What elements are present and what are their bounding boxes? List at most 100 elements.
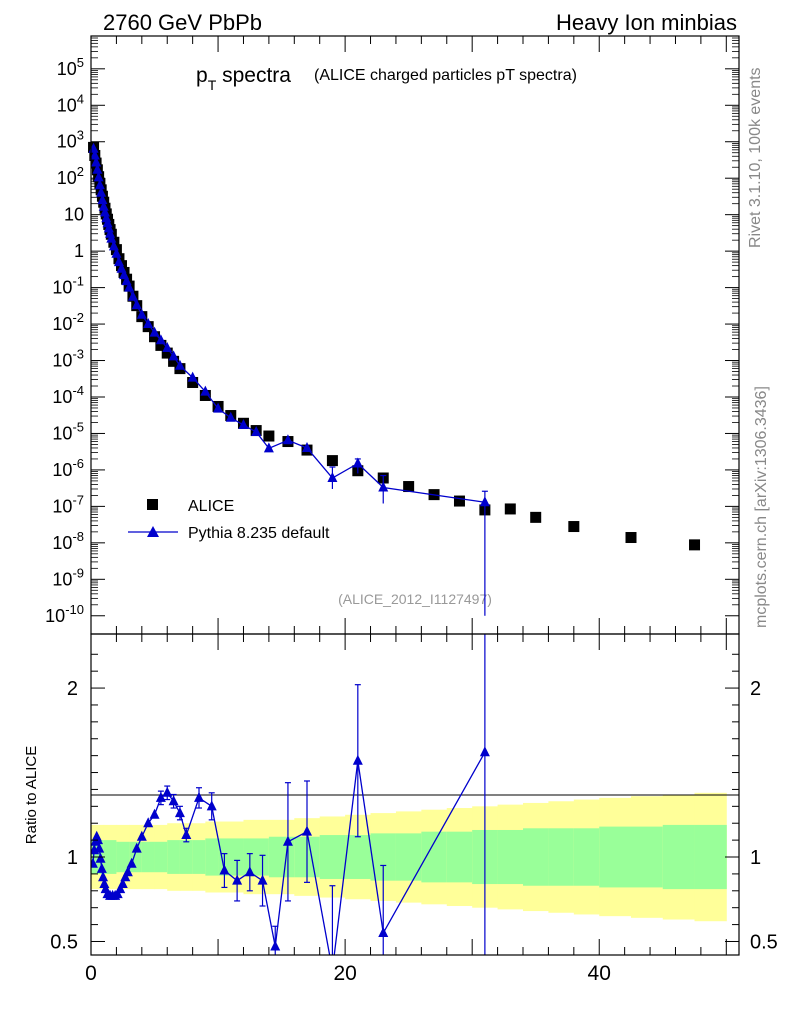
- ratio-band-inner: [319, 835, 346, 879]
- ratio-band-inner: [497, 829, 524, 885]
- header-right: Heavy Ion minbias: [556, 10, 737, 35]
- ratio-pythia-point: [91, 857, 98, 868]
- title-main2: spectra: [216, 64, 291, 87]
- ratio-band-inner: [116, 841, 130, 873]
- top-y-tick-label: 10-9: [52, 565, 84, 589]
- top-y-tick-label: 10-6: [52, 456, 84, 480]
- top-y-tick-label: 10: [64, 205, 84, 225]
- ratio-pythia-point: [126, 857, 137, 868]
- ratio-pythia-point: [168, 795, 179, 806]
- ratio-band-inner: [192, 840, 206, 874]
- ratio-pythia-point: [96, 862, 107, 873]
- pythia-point: [96, 186, 107, 197]
- pythia-point: [102, 217, 113, 228]
- pythia-point: [174, 359, 185, 370]
- pythia-point: [251, 425, 262, 436]
- pythia-point: [149, 326, 160, 337]
- analysis-id: (ALICE_2012_I1127497): [338, 591, 492, 607]
- title-main: p: [196, 64, 208, 87]
- ratio-pythia-point: [479, 746, 490, 757]
- ratio-pythia-point: [117, 878, 128, 889]
- pythia-point: [162, 342, 173, 353]
- ratio-band-inner: [523, 828, 549, 886]
- legend-pythia-marker: [147, 526, 159, 537]
- ratio-y-tick-label: 0.5: [50, 931, 78, 953]
- top-y-tick-label: 10-3: [52, 347, 84, 371]
- ratio-frame: [90, 633, 740, 956]
- alice-point: [168, 355, 180, 367]
- pythia-point: [168, 350, 179, 361]
- ratio-y-tick-label: 2: [67, 678, 78, 700]
- legend: ALICE Pythia 8.235 default: [128, 498, 330, 542]
- legend-alice-label: ALICE: [188, 498, 234, 515]
- ratio-band-inner: [599, 826, 632, 888]
- ratio-panel: 0.5 0.5 1 1 2 2 0 20 40 Ratio to ALICE: [23, 633, 778, 985]
- ratio-band-inner: [179, 840, 194, 874]
- ratio-band-inner: [243, 838, 270, 876]
- rivet-label: Rivet 3.1.10, 100k events: [747, 67, 764, 248]
- ratio-y-tick-label-right: 2: [750, 678, 761, 700]
- ratio-band-inner: [103, 840, 117, 874]
- alice-point: [263, 430, 275, 442]
- ratio-pythia-point: [155, 791, 166, 802]
- top-y-tick-label: 103: [57, 128, 84, 152]
- pythia-point: [111, 247, 122, 258]
- ratio-pythia-point: [257, 874, 268, 885]
- top-y-tick-label: 10-8: [52, 529, 84, 553]
- ratio-pythia-point: [244, 866, 255, 877]
- pythia-point: [91, 156, 102, 167]
- top-y-tick-label: 1: [74, 241, 84, 261]
- alice-point: [504, 503, 516, 515]
- top-y-tick-label: 104: [57, 91, 84, 115]
- pythia-point: [143, 318, 154, 329]
- plot-title: pT spectra: [196, 64, 291, 93]
- ratio-pythia-point: [181, 829, 192, 840]
- ratio-pythia-point: [98, 871, 109, 882]
- ratio-band-inner: [573, 828, 600, 886]
- ratio-pythia-point: [143, 817, 154, 828]
- ratio-pythia-point: [270, 940, 281, 951]
- pythia-points: [88, 142, 490, 616]
- plot-title-detail: (ALICE charged particles pT spectra): [314, 67, 577, 84]
- pythia-point: [99, 206, 110, 217]
- pythia-point: [93, 171, 104, 182]
- top-y-tick-label: 10-7: [52, 492, 84, 516]
- ratio-pythia-point: [112, 888, 123, 899]
- ratio-pythia-point: [115, 883, 126, 894]
- ratio-x-tick-label: 40: [588, 962, 611, 985]
- ratio-x-tick-labels: 0 20 40: [85, 962, 611, 985]
- alice-point: [187, 376, 199, 388]
- mcplots-label: mcplots.cern.ch [arXiv:1306.3436]: [753, 386, 770, 628]
- alice-point: [161, 347, 173, 359]
- ratio-uncertainty-bands: [91, 792, 727, 922]
- pythia-point: [282, 434, 293, 445]
- pythia-point: [127, 290, 138, 301]
- ratio-pythia-point: [219, 864, 230, 875]
- ratio-pythia-point: [120, 871, 131, 882]
- alice-point: [403, 481, 415, 493]
- ratio-pythia-point: [95, 852, 106, 863]
- ratio-x-tick-label: 20: [333, 962, 356, 985]
- top-y-tick-label: 10-1: [52, 274, 84, 298]
- ratio-pythia-point: [174, 807, 185, 818]
- ratio-ticks: [90, 634, 739, 955]
- alice-point: [530, 511, 542, 523]
- ratio-band-inner: [205, 838, 219, 876]
- pythia-point: [187, 371, 198, 382]
- ratio-y-axis-label: Ratio to ALICE: [23, 746, 40, 844]
- ratio-x-tick-label: 0: [85, 962, 97, 985]
- ratio-pythia-point: [302, 825, 312, 836]
- top-y-tick-label: 10-2: [52, 310, 84, 334]
- pythia-point: [155, 334, 166, 345]
- ratio-band-inner: [167, 840, 181, 874]
- ratio-pythia-point: [194, 791, 204, 802]
- top-y-tick-label: 102: [57, 164, 84, 188]
- ratio-band-inner: [446, 831, 473, 883]
- pythia-point: [213, 402, 224, 413]
- ratio-pythia-point: [131, 842, 142, 853]
- pythia-point: [352, 457, 363, 468]
- header-left: 2760 GeV PbPb: [103, 10, 262, 35]
- ratio-band-inner: [662, 824, 696, 890]
- ratio-band-inner: [548, 828, 575, 886]
- pythia-point: [101, 212, 112, 223]
